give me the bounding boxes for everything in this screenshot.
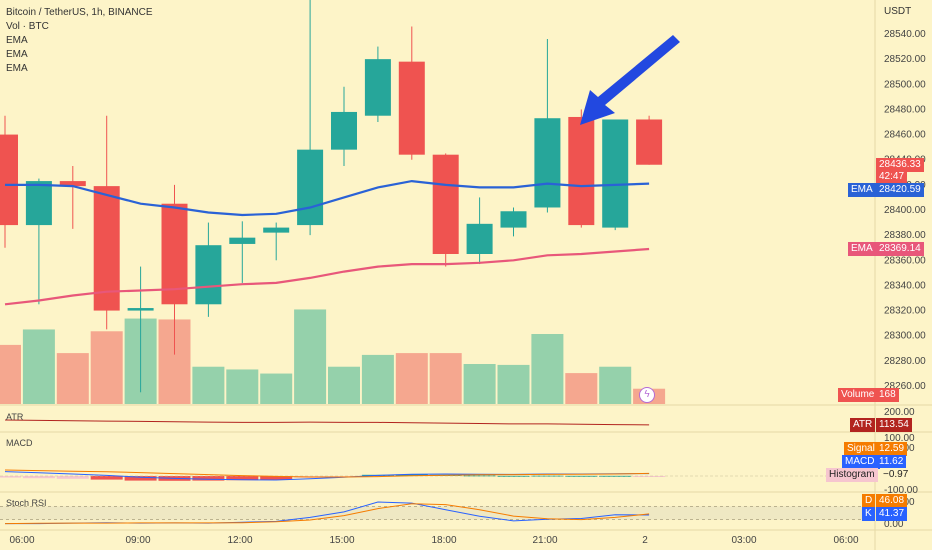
candle-body xyxy=(399,62,425,155)
atr-label-tag: ATR xyxy=(850,418,875,432)
atr-pane-label[interactable]: ATR xyxy=(6,412,23,422)
macd-pane-label[interactable]: MACD xyxy=(6,438,33,448)
histogram-bar xyxy=(23,476,55,478)
ema-fast-value-tag: 28420.59 xyxy=(876,183,924,197)
price-tick: 28520.00 xyxy=(884,54,926,65)
ema-fast-label-tag: EMA xyxy=(848,183,876,197)
volume-bar xyxy=(260,374,292,404)
candle-body xyxy=(0,135,18,226)
candle-body xyxy=(534,118,560,207)
ema-legend-1[interactable]: EMA xyxy=(6,34,153,48)
histogram-bar xyxy=(57,476,89,479)
volume-legend[interactable]: Vol · BTC xyxy=(6,20,153,34)
volume-bar xyxy=(23,329,55,404)
price-tick: 28380.00 xyxy=(884,230,926,241)
volume-bar xyxy=(531,334,563,404)
candle-body xyxy=(433,155,459,254)
volume-bars xyxy=(0,309,665,404)
histogram-bar xyxy=(192,476,224,481)
stoch-d-label-tag: D xyxy=(862,494,875,508)
candle-body xyxy=(263,228,289,233)
candle-body xyxy=(636,119,662,164)
volume-bar xyxy=(294,309,326,404)
atr-tick: 200.00 xyxy=(884,407,915,418)
time-tick: 21:00 xyxy=(532,535,557,546)
time-tick: 03:00 xyxy=(731,535,756,546)
ema-slow-label-tag: EMA xyxy=(848,242,876,256)
volume-value-tag: 168 xyxy=(876,388,899,402)
volume-bar xyxy=(328,367,360,404)
stoch-d-value-tag: 46.08 xyxy=(876,494,907,508)
candle-body xyxy=(568,117,594,225)
ema-legend-2[interactable]: EMA xyxy=(6,48,153,62)
candle-body xyxy=(602,119,628,227)
volume-bar xyxy=(565,373,597,404)
stoch-pane-label[interactable]: Stoch RSI xyxy=(6,498,47,508)
time-tick: 2 xyxy=(642,535,648,546)
candle-body xyxy=(501,211,527,227)
volume-bar xyxy=(91,331,123,404)
time-tick: 09:00 xyxy=(125,535,150,546)
stoch-k-label-tag: K xyxy=(862,507,875,521)
price-tick: 28460.00 xyxy=(884,130,926,141)
volume-bar xyxy=(226,369,258,404)
candle-body xyxy=(297,150,323,225)
time-tick: 12:00 xyxy=(227,535,252,546)
volume-bar xyxy=(362,355,394,404)
signal-label-tag: Signal xyxy=(844,442,878,456)
time-tick: 06:00 xyxy=(833,535,858,546)
time-tick: 15:00 xyxy=(329,535,354,546)
volume-bar xyxy=(396,353,428,404)
countdown-tag: 42:47 xyxy=(876,170,907,184)
candle-body xyxy=(26,181,52,225)
price-tick: 28300.00 xyxy=(884,331,926,342)
macd-value-tag: 11.62 xyxy=(876,455,906,469)
ema-slow-value-tag: 28369.14 xyxy=(876,242,924,256)
candle-body xyxy=(365,59,391,116)
price-tick: 28320.00 xyxy=(884,306,926,317)
volume-bar xyxy=(192,367,224,404)
volume-bar xyxy=(498,365,530,404)
volume-bar xyxy=(430,353,462,404)
volume-bar xyxy=(0,345,21,404)
candle-body xyxy=(467,224,493,254)
atr-line xyxy=(5,420,649,425)
chart-legend: Bitcoin / TetherUS, 1h, BINANCE Vol · BT… xyxy=(6,6,153,76)
candle-body xyxy=(128,308,154,311)
volume-bar xyxy=(599,367,631,404)
price-tick: 28400.00 xyxy=(884,205,926,216)
price-axis: USDT 28540.00 28520.00 28500.00 28480.00 2846… xyxy=(9,6,926,546)
volume-bar xyxy=(464,364,496,404)
histogram-label-tag: Histogram xyxy=(826,468,878,482)
atr-value-tag: 113.54 xyxy=(876,418,912,432)
candle-body xyxy=(229,238,255,244)
price-tick: 28360.00 xyxy=(884,255,926,266)
bolt-icon[interactable]: ϟ xyxy=(639,387,655,403)
ema-legend-3[interactable]: EMA xyxy=(6,62,153,76)
volume-label-tag: Volume xyxy=(838,388,877,402)
time-tick: 18:00 xyxy=(431,535,456,546)
price-tick: 28540.00 xyxy=(884,29,926,40)
candle-body xyxy=(195,245,221,304)
histogram-bar xyxy=(91,476,123,480)
price-tick: 28280.00 xyxy=(884,356,926,367)
currency-label: USDT xyxy=(884,6,911,17)
price-tick: 28480.00 xyxy=(884,104,926,115)
volume-bar xyxy=(57,353,89,404)
signal-value-tag: 12.59 xyxy=(876,442,907,456)
symbol-label[interactable]: Bitcoin / TetherUS, 1h, BINANCE xyxy=(6,6,153,20)
histogram-value-tag: −0.97 xyxy=(880,468,911,482)
time-tick: 06:00 xyxy=(9,535,34,546)
candle-body xyxy=(331,112,357,150)
price-tick: 28340.00 xyxy=(884,280,926,291)
macd-label-tag: MACD xyxy=(842,455,877,469)
price-tick: 28500.00 xyxy=(884,79,926,90)
stoch-k-value-tag: 41.37 xyxy=(876,507,907,521)
indicator-panes xyxy=(0,420,875,524)
annotation-arrow xyxy=(580,35,680,125)
